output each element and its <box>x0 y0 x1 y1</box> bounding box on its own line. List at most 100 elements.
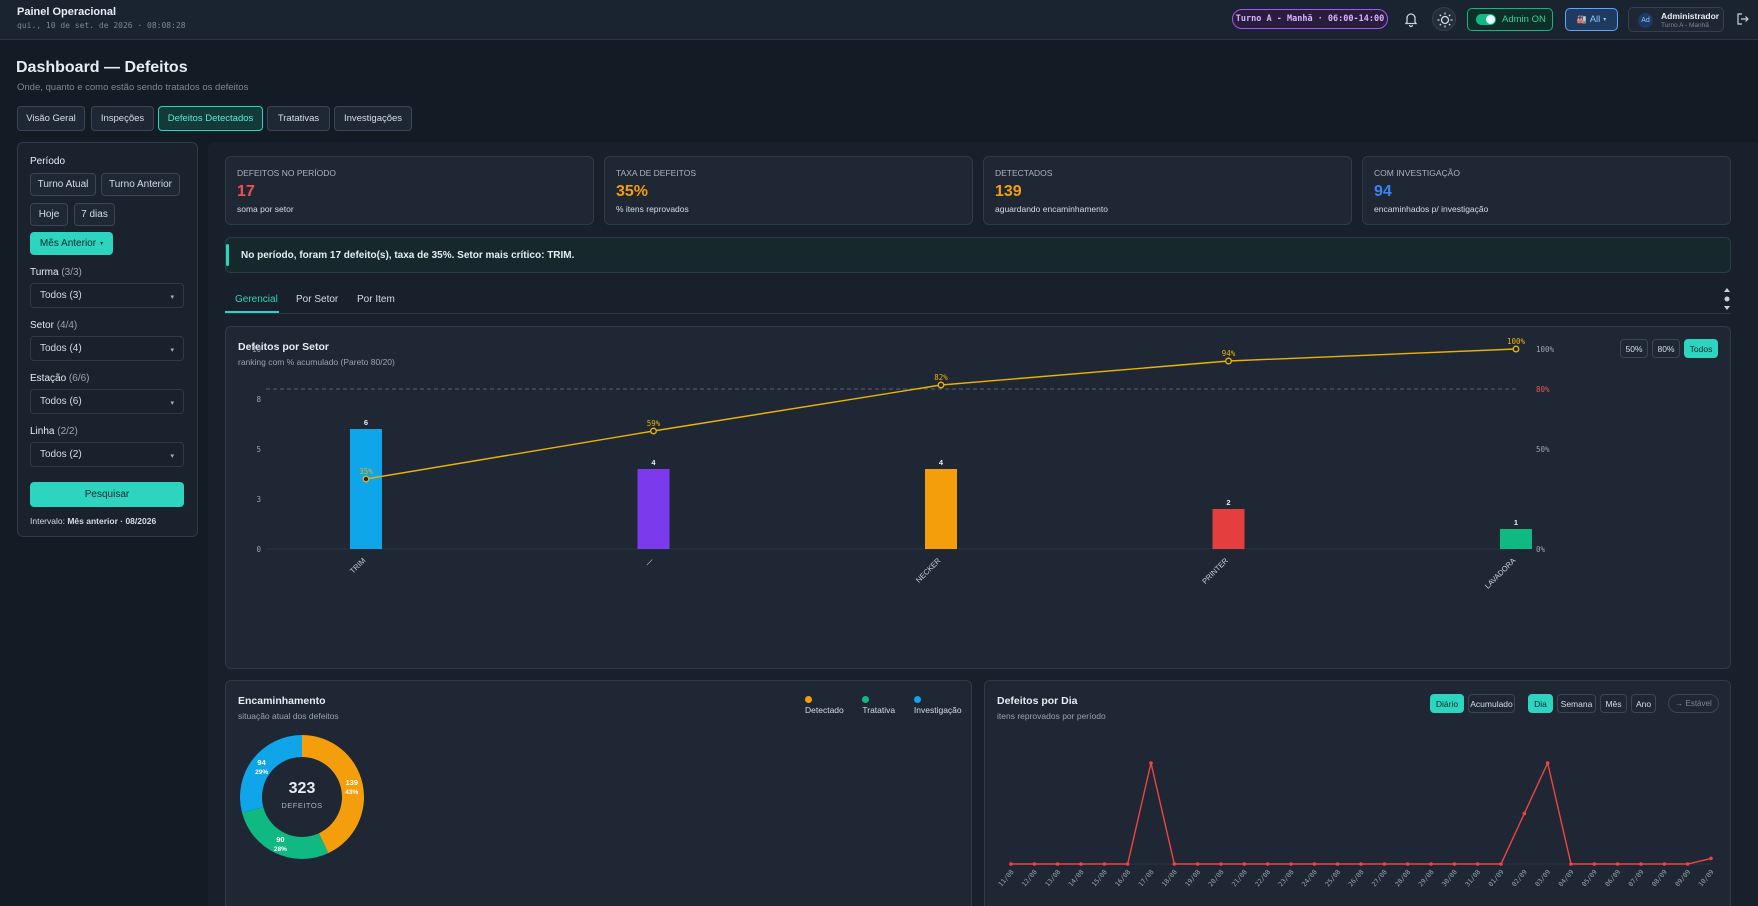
daily-point <box>1219 862 1223 866</box>
cumulative-label: 94% <box>1222 349 1236 358</box>
filter-50-button[interactable]: 50% <box>1620 339 1648 358</box>
x-tick-label: 20/08 <box>1207 868 1226 888</box>
dia-button[interactable]: Dia <box>1528 694 1553 713</box>
daily-point <box>1265 862 1270 866</box>
slice-pct-label: 28% <box>274 846 287 853</box>
theme-icon[interactable] <box>1432 7 1456 31</box>
slice-value-label: 90 <box>276 835 284 844</box>
ano-button[interactable]: Ano <box>1631 694 1656 713</box>
slice-pct-label: 43% <box>345 789 358 796</box>
tab-inspecoes[interactable]: Inspeções <box>91 106 154 131</box>
kpi-card-investigacao: COM INVESTIGAÇÃO 94 encaminhados p/ inve… <box>1362 156 1731 225</box>
turma-value: Todos (3) <box>40 290 82 301</box>
x-tick-label: LAVADORA <box>1483 556 1517 590</box>
tab-tratativas[interactable]: Tratativas <box>267 106 330 131</box>
x-tick-label: 25/08 <box>1323 868 1342 888</box>
linha-value: Todos (2) <box>40 449 82 460</box>
scroll-control-icon[interactable] <box>1722 285 1732 313</box>
subtab-por-setor[interactable]: Por Setor <box>296 294 339 305</box>
x-tick-label: 07/09 <box>1627 868 1646 888</box>
subtab-por-item[interactable]: Por Item <box>357 294 395 305</box>
cumulative-label: 59% <box>647 419 661 428</box>
y-tick-label: 5 <box>256 445 261 454</box>
toggle-switch[interactable] <box>1476 14 1496 25</box>
semana-button[interactable]: Semana <box>1557 694 1596 713</box>
setor-select[interactable]: Todos (4) ▾ <box>30 336 184 361</box>
y2-tick-label: 0% <box>1536 545 1546 554</box>
estacao-select[interactable]: Todos (6) ▾ <box>30 389 184 414</box>
x-tick-label: 12/08 <box>1020 868 1039 888</box>
acumulado-button[interactable]: Acumulado <box>1468 694 1515 713</box>
daily-point <box>1079 862 1083 866</box>
user-shift: Turno A - Manhã <box>1661 22 1709 29</box>
tab-defeitos-detectados[interactable]: Defeitos Detectados <box>158 106 263 131</box>
bar <box>350 429 382 549</box>
x-tick-label: 26/08 <box>1347 868 1366 888</box>
bar-value-label: 1 <box>1514 518 1518 527</box>
user-name: Administrador <box>1661 11 1720 21</box>
mes-button[interactable]: Mês <box>1600 694 1627 713</box>
daily-point <box>1102 862 1107 866</box>
tab-investigacoes[interactable]: Investigações <box>334 106 412 131</box>
insight-banner: No período, foram 17 defeito(s), taxa de… <box>225 237 1731 273</box>
x-tick-label: 11/08 <box>997 868 1016 888</box>
x-tick-label: 02/09 <box>1510 868 1529 888</box>
x-tick-label: 15/08 <box>1090 868 1109 888</box>
pareto-chart: 0358100%50%100%80%6TRIM4—4NECKER2PRINTER… <box>252 337 1555 591</box>
admin-toggle[interactable]: Admin ON <box>1467 8 1553 31</box>
daily-point <box>1545 761 1550 765</box>
turma-label: Turma (3/3) <box>30 267 82 278</box>
x-tick-label: TRIM <box>348 556 367 575</box>
turma-select[interactable]: Todos (3) ▾ <box>30 283 184 308</box>
tab-visao-geral[interactable]: Visão Geral <box>17 106 85 131</box>
logout-icon[interactable] <box>1736 12 1750 26</box>
filter-todos-button[interactable]: Todos <box>1684 339 1718 358</box>
user-menu[interactable]: Ad Administrador Turno A - Manhã <box>1628 7 1724 32</box>
filter-80-button[interactable]: 80% <box>1652 339 1680 358</box>
kpi-value: 17 <box>237 183 255 200</box>
turno-anterior-button[interactable]: Turno Anterior <box>101 173 180 196</box>
legend: Detectado Tratativa Investigação <box>805 695 971 715</box>
daily-point <box>1522 811 1527 816</box>
slice-value-label: 139 <box>346 778 359 787</box>
bar <box>1500 529 1532 549</box>
search-button[interactable]: Pesquisar <box>30 482 184 507</box>
trend-badge: → Estável <box>1668 694 1719 713</box>
x-tick-label: 29/08 <box>1417 868 1436 888</box>
bell-icon[interactable] <box>1403 10 1419 28</box>
mes-anterior-button[interactable]: Mês Anterior ▾ <box>30 232 113 255</box>
cumulative-point <box>1225 357 1232 365</box>
scope-select[interactable]: 🏭 All ▾ <box>1565 8 1618 31</box>
legend-item[interactable]: Investigação <box>913 695 971 715</box>
cumulative-label: 82% <box>934 373 948 382</box>
donut-chart: 139 43% 90 28% 94 29% <box>240 735 364 859</box>
bar-value-label: 2 <box>1226 498 1230 507</box>
daily-chart: 11/08 12/08 13/08 14/08 15/08 16/08 17/08 18/08… <box>997 760 1716 888</box>
legend-item[interactable]: Detectado <box>805 695 853 715</box>
x-tick-label: 01/09 <box>1487 868 1506 888</box>
shift-pill[interactable]: Turno A - Manhã · 06:00-14:00 <box>1232 9 1388 29</box>
linha-select[interactable]: Todos (2) ▾ <box>30 442 184 467</box>
donut-total: 323 <box>288 780 316 797</box>
encaminhamento-subtitle: situação atual dos defeitos <box>238 711 339 721</box>
hoje-button[interactable]: Hoje <box>30 203 68 226</box>
scope-value: All <box>1589 14 1601 25</box>
x-tick-label: 27/08 <box>1370 868 1389 888</box>
diario-button[interactable]: Diário <box>1430 694 1464 713</box>
subtab-gerencial[interactable]: Gerencial <box>235 294 278 305</box>
legend-item[interactable]: Tratativa <box>862 695 905 715</box>
x-tick-label: 24/08 <box>1300 868 1319 888</box>
cumulative-point <box>937 381 945 389</box>
y2-tick-label: 50% <box>1536 445 1550 454</box>
daily-point <box>1382 862 1387 866</box>
slice-value-label: 94 <box>257 758 266 767</box>
7-dias-button[interactable]: 7 dias <box>74 203 115 226</box>
daily-point <box>1149 761 1153 765</box>
interval-text: Intervalo: Mês anterior · 08/2026 <box>30 516 157 526</box>
turno-atual-button[interactable]: Turno Atual <box>30 173 96 196</box>
bar-value-label: 4 <box>651 458 656 467</box>
x-tick-label: 14/08 <box>1067 868 1086 888</box>
encaminhamento-card: Encaminhamento situação atual dos defeit… <box>225 680 972 906</box>
daily-card: Defeitos por Dia itens reprovados por pe… <box>984 680 1731 906</box>
daily-point <box>1312 862 1317 866</box>
